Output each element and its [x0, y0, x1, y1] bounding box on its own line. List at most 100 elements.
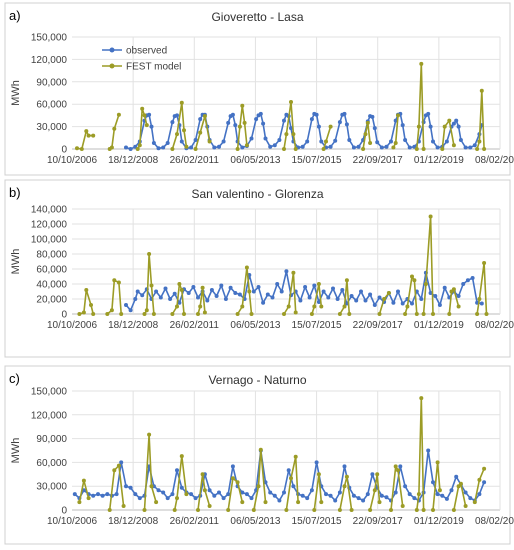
data-point [184, 492, 189, 497]
data-point [91, 133, 96, 138]
data-point [81, 310, 86, 315]
data-point [286, 468, 291, 473]
data-point [312, 283, 317, 288]
x-tick-label: 10/10/2006 [47, 155, 97, 166]
data-point [263, 500, 268, 505]
data-point [258, 111, 263, 116]
data-point [228, 285, 233, 290]
legend: observed FEST model [102, 46, 181, 73]
x-tick-label: 18/12/2008 [108, 155, 158, 166]
data-point [370, 114, 375, 119]
data-point [335, 297, 340, 301]
data-point [479, 301, 484, 306]
data-point [389, 139, 393, 144]
data-point [442, 124, 447, 129]
data-point [79, 147, 84, 151]
data-point [151, 312, 156, 316]
data-point [137, 496, 142, 501]
series-fest-model [77, 396, 487, 512]
data-point [451, 121, 456, 126]
y-tick-label: 0 [61, 145, 67, 156]
data-point [396, 113, 400, 118]
data-point [361, 498, 366, 503]
x-tick-label: 08/02/2022 [475, 155, 514, 166]
data-point [305, 139, 310, 144]
data-point [342, 304, 347, 309]
data-point [419, 61, 424, 66]
data-point [230, 464, 235, 469]
data-point [277, 138, 282, 142]
data-point [84, 288, 89, 292]
data-point [240, 500, 245, 505]
data-point [198, 130, 203, 135]
legend-entry: FEST model [126, 62, 181, 73]
data-point [151, 141, 156, 145]
data-point [426, 448, 431, 453]
data-point [249, 136, 254, 141]
data-point [205, 298, 210, 303]
data-point [296, 500, 301, 505]
y-tick-label: 60,000 [36, 458, 67, 469]
data-point [342, 111, 347, 116]
data-point [100, 493, 105, 498]
y-tick-label: 120,000 [31, 220, 68, 231]
data-point [324, 139, 328, 144]
data-point [175, 468, 179, 473]
data-point [468, 496, 473, 501]
data-point [226, 492, 231, 497]
data-point [91, 493, 96, 498]
data-point [482, 147, 487, 151]
legend-entry: observed [126, 46, 167, 57]
data-point [414, 312, 419, 316]
y-tick-label: 150,000 [31, 33, 68, 44]
data-point [128, 485, 133, 490]
data-point [147, 112, 152, 117]
data-point [354, 298, 359, 303]
data-point [407, 145, 412, 150]
data-point [433, 294, 438, 298]
data-point [124, 303, 128, 307]
data-point [475, 312, 480, 316]
data-point [393, 141, 398, 145]
data-point [291, 270, 296, 275]
data-point [368, 141, 373, 145]
data-point [386, 291, 391, 295]
data-point [351, 493, 356, 498]
data-point [316, 124, 321, 129]
x-tick-label: 10/10/2006 [47, 320, 97, 331]
data-point [175, 132, 179, 137]
data-point [240, 490, 245, 495]
data-point [314, 460, 319, 465]
data-point [105, 492, 110, 497]
data-point [337, 312, 342, 316]
data-point [212, 493, 217, 498]
data-point [121, 504, 126, 508]
data-point [428, 124, 433, 129]
series-fest-model [75, 61, 487, 151]
data-point [116, 112, 121, 117]
data-point [370, 472, 375, 477]
data-point [379, 493, 384, 498]
data-point [96, 492, 100, 497]
data-point [340, 288, 345, 292]
data-point [140, 106, 145, 111]
data-point [196, 508, 200, 512]
data-point [456, 294, 461, 298]
data-point [249, 496, 254, 501]
data-point [484, 312, 489, 316]
data-point [75, 146, 79, 151]
data-point [456, 124, 461, 129]
data-point [240, 103, 245, 108]
data-point [86, 496, 91, 501]
panel-label: b) [9, 185, 21, 200]
data-point [221, 496, 226, 501]
data-point [416, 492, 421, 497]
data-point [458, 138, 463, 142]
data-point [179, 100, 184, 105]
data-point [396, 468, 400, 473]
data-point [463, 504, 468, 508]
data-point [431, 312, 435, 316]
data-point [428, 291, 433, 295]
data-point [154, 289, 159, 294]
